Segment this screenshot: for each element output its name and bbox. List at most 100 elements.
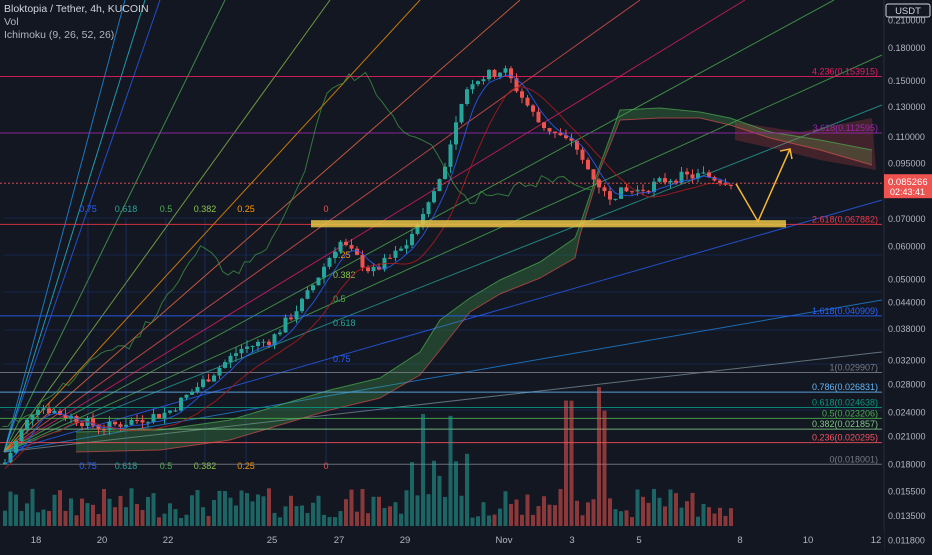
currency-badge xyxy=(885,3,931,18)
time-tick: Nov xyxy=(496,535,513,546)
volume-bar xyxy=(723,515,728,526)
volume-bar xyxy=(492,514,497,526)
volume-bar xyxy=(327,517,332,526)
volume-bar xyxy=(569,400,574,526)
candle-body xyxy=(58,410,62,415)
volume-bar xyxy=(668,489,673,526)
volume-indicator-label[interactable]: Vol xyxy=(4,16,19,28)
volume-bar xyxy=(212,499,216,526)
volume-bar xyxy=(360,489,365,526)
volume-bar xyxy=(509,504,513,526)
candle-body xyxy=(729,184,733,186)
candle-body xyxy=(278,332,282,335)
candle-body xyxy=(602,187,607,192)
volume-bar xyxy=(454,461,458,526)
volume-bar xyxy=(179,517,183,526)
candle-body xyxy=(250,345,255,347)
conversion-line xyxy=(4,74,732,465)
ichimoku-indicator-label[interactable]: Ichimoku (9, 26, 52, 26) xyxy=(4,29,115,41)
fan-ray xyxy=(3,0,226,453)
volume-bar xyxy=(558,489,563,526)
fan-label-bottom: 0.5 xyxy=(160,461,173,471)
current-price-value: 0.085266 xyxy=(888,177,928,188)
volume-bar xyxy=(41,509,46,526)
price-tick: 0.028000 xyxy=(888,379,926,389)
price-tick: 0.050000 xyxy=(888,275,926,285)
volume-bar xyxy=(415,495,420,526)
candle-body xyxy=(223,362,227,368)
volume-bar xyxy=(14,494,18,526)
candle-body xyxy=(619,187,623,199)
price-tick: 0.210000 xyxy=(888,15,926,25)
candle-body xyxy=(267,341,271,345)
fan-label-vertical: 0.382 xyxy=(333,270,356,280)
volume-bar xyxy=(426,494,431,526)
candle-body xyxy=(426,202,431,215)
candle-body xyxy=(646,190,651,192)
candle-body xyxy=(41,408,46,410)
support-zone xyxy=(311,220,786,228)
volume-bar xyxy=(234,505,238,526)
candle-body xyxy=(107,421,112,431)
volume-bar xyxy=(102,488,106,526)
volume-bar xyxy=(135,503,139,526)
candle-body xyxy=(454,122,458,145)
candle-body xyxy=(25,419,29,431)
candle-body xyxy=(547,128,552,132)
fan-label-vertical: 0.75 xyxy=(333,354,351,364)
price-tick: 0.095000 xyxy=(888,159,926,169)
projection-path xyxy=(735,148,791,224)
chart-title[interactable]: Bloktopia / Tether, 4h, KUCOIN xyxy=(4,3,149,15)
volume-bar xyxy=(58,490,62,526)
candle-body xyxy=(36,409,40,415)
volume-bar xyxy=(124,507,128,526)
volume-bar xyxy=(641,496,645,526)
candle-body xyxy=(74,416,79,424)
volume-bar xyxy=(8,491,13,526)
volume-bar xyxy=(25,503,29,526)
volume-bar xyxy=(250,501,255,526)
candle-body xyxy=(580,149,585,160)
volume-bar xyxy=(707,507,711,526)
volume-bar xyxy=(333,517,337,526)
price-tick: 0.150000 xyxy=(888,76,926,86)
volume-bar xyxy=(388,506,392,526)
candle-body xyxy=(498,72,502,77)
candle-body xyxy=(657,178,662,182)
current-price-tag xyxy=(884,174,932,199)
candle-body xyxy=(30,414,35,420)
volume-bar xyxy=(580,515,585,526)
fan-label-bottom: 0 xyxy=(323,461,328,471)
candle-body xyxy=(415,224,420,234)
candle-body xyxy=(179,397,183,411)
volume-bar xyxy=(465,453,469,526)
volume-bar xyxy=(294,506,299,526)
time-tick: 27 xyxy=(334,535,345,546)
price-tick: 0.060000 xyxy=(888,242,926,252)
candle-body xyxy=(542,122,546,129)
candle-body xyxy=(338,241,343,252)
volume-bar xyxy=(283,506,288,526)
fan-ray xyxy=(3,0,161,453)
candle-body xyxy=(256,341,260,346)
volume-bar xyxy=(404,490,409,526)
volume-bar xyxy=(564,400,568,526)
volume-bar xyxy=(553,505,557,526)
volume-bar xyxy=(146,497,150,526)
volume-bar xyxy=(3,510,7,526)
volume-bar xyxy=(344,499,348,526)
volume-bar xyxy=(96,514,101,526)
price-tick: 0.018000 xyxy=(888,459,926,469)
candle-body xyxy=(509,68,513,79)
candle-body xyxy=(173,410,178,412)
price-tick: 0.015500 xyxy=(888,486,926,496)
volume-bar xyxy=(503,491,508,526)
volume-bar xyxy=(591,499,596,526)
candle-body xyxy=(701,172,706,174)
volume-bar xyxy=(536,506,541,526)
candle-body xyxy=(487,69,491,80)
countdown-timer: 02:43:41 xyxy=(890,187,925,197)
price-axis-bg xyxy=(884,0,932,550)
